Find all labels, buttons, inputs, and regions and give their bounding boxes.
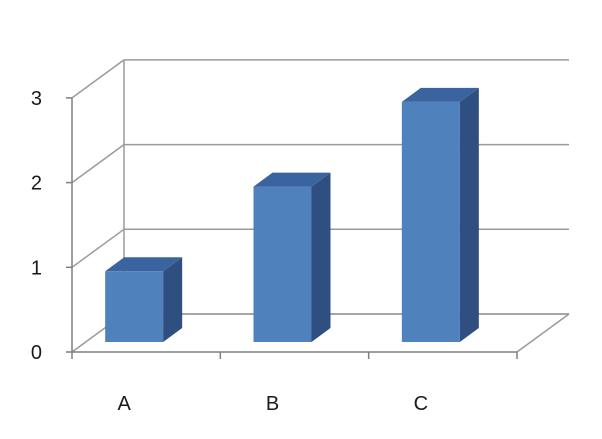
y-tick-label: 3	[31, 88, 42, 110]
bar-top-face	[253, 172, 331, 187]
bar-top-face	[105, 257, 183, 272]
bar-front-face	[253, 186, 312, 342]
floor-right-edge	[516, 313, 570, 353]
bar-C	[401, 87, 479, 343]
x-tick-labels: A B C	[117, 393, 428, 415]
bar-side-face	[459, 87, 479, 343]
y-tick-label: 2	[31, 173, 42, 195]
bar-front-face	[105, 271, 164, 342]
y-tick-labels: 0 1 2 3	[31, 88, 42, 364]
bar-top-face	[401, 87, 479, 102]
bar-front-face	[401, 101, 460, 343]
gridline-side-2	[71, 143, 125, 184]
bar-B	[253, 172, 331, 342]
bars	[105, 87, 479, 343]
bar-side-face	[311, 172, 331, 342]
gridline-side-1	[71, 228, 125, 268]
gridline-side-3	[71, 59, 125, 99]
x-tick-label: A	[117, 393, 131, 415]
bar-side-face	[163, 257, 183, 342]
chart-walls	[123, 59, 570, 353]
bar-A	[105, 257, 183, 342]
axes	[66, 97, 518, 359]
x-tick-label: C	[414, 393, 428, 415]
y-tick-label: 0	[31, 342, 42, 364]
y-tick-label: 1	[31, 257, 42, 279]
x-tick-label: B	[266, 393, 279, 415]
gridlines	[71, 59, 569, 353]
